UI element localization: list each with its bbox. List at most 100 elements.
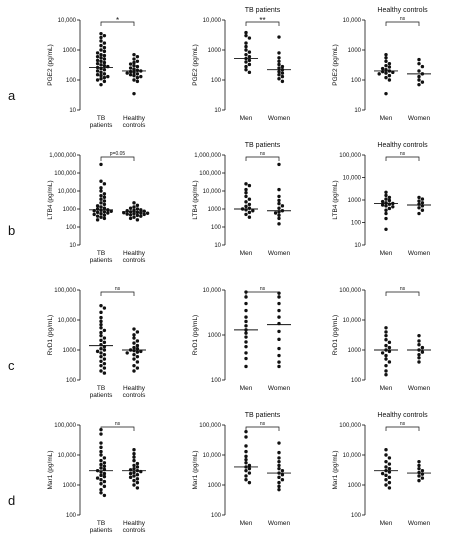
data-point xyxy=(102,474,107,479)
data-point xyxy=(106,74,110,79)
data-point xyxy=(95,214,100,218)
data-point xyxy=(417,211,421,216)
panel-letter: b xyxy=(8,223,15,238)
data-point xyxy=(417,352,421,357)
y-tick-label: 100 xyxy=(66,378,77,384)
data-point xyxy=(132,369,136,373)
data-point xyxy=(417,206,421,210)
data-point xyxy=(132,478,136,483)
data-point xyxy=(277,194,281,199)
data-point xyxy=(102,41,107,45)
data-point xyxy=(384,193,388,198)
data-point xyxy=(99,63,103,67)
data-point xyxy=(102,471,107,476)
data-point xyxy=(244,48,248,52)
data-point xyxy=(384,201,388,205)
panel-row-c: c 100 1000 10,000 100,000 RvD1 (pg/mL) TB patie… xyxy=(8,286,431,399)
data-point xyxy=(387,486,392,490)
data-point xyxy=(102,352,107,357)
data-point xyxy=(277,441,281,445)
data-point xyxy=(277,187,281,192)
data-point xyxy=(417,478,421,483)
data-point xyxy=(244,191,248,195)
x-tick-label: Women xyxy=(408,115,431,122)
y-tick-label: 100 xyxy=(211,378,222,384)
data-point xyxy=(99,39,103,43)
significance-label: ns xyxy=(115,286,121,292)
data-point xyxy=(135,64,140,69)
significance-bracket xyxy=(245,291,280,296)
y-tick-label: 100,000 xyxy=(199,423,221,429)
data-point xyxy=(420,64,425,69)
data-point xyxy=(132,483,136,487)
data-point xyxy=(384,473,388,478)
data-point xyxy=(280,204,285,208)
data-point xyxy=(132,458,136,463)
significance-label: ns xyxy=(400,151,406,157)
data-point xyxy=(102,336,107,340)
data-point xyxy=(135,207,140,211)
data-point xyxy=(387,206,392,211)
data-point xyxy=(99,449,103,454)
data-point xyxy=(417,459,421,464)
data-point xyxy=(277,466,281,471)
data-point xyxy=(384,59,388,64)
data-point xyxy=(244,331,248,335)
y-tick-label: 10,000 xyxy=(343,318,362,324)
chart-b-3: Healthy controls 10 100 1000 10,000 100,000 LT… xyxy=(332,142,431,257)
data-point xyxy=(99,470,103,474)
data-point xyxy=(132,208,136,212)
data-point xyxy=(99,43,103,48)
data-point xyxy=(387,470,392,474)
data-point xyxy=(420,476,425,480)
data-point xyxy=(99,330,103,335)
series-group: TB patients xyxy=(89,303,113,399)
data-point xyxy=(132,455,136,459)
data-point xyxy=(135,75,140,80)
data-point xyxy=(277,35,281,39)
data-point xyxy=(417,360,421,364)
data-point xyxy=(417,333,421,338)
data-point xyxy=(125,351,129,355)
data-point xyxy=(277,56,281,60)
data-point xyxy=(109,209,113,213)
x-tick-label: Healthy controls xyxy=(123,250,147,264)
y-tick-label: 1000 xyxy=(63,207,77,213)
data-point xyxy=(99,319,103,324)
data-point xyxy=(99,310,103,315)
data-point xyxy=(244,204,248,209)
significance-bracket xyxy=(385,21,420,26)
panel-row-a: a 10 100 1000 10,000 PGE2 (pg/mL) TB patients He… xyxy=(8,7,431,129)
data-point xyxy=(132,470,136,475)
y-tick-label: 1000 xyxy=(208,483,222,489)
y-tick-label: 100,000 xyxy=(339,423,361,429)
data-point xyxy=(277,308,281,313)
significance-label: ns xyxy=(400,421,406,427)
series-group: Women xyxy=(267,291,291,392)
data-point xyxy=(132,211,136,216)
data-point xyxy=(384,216,388,221)
x-tick-label: Men xyxy=(380,250,393,257)
data-point xyxy=(247,480,252,485)
data-point xyxy=(384,197,388,201)
data-point xyxy=(95,210,100,215)
data-point xyxy=(135,477,140,481)
y-tick-label: 1,000,000 xyxy=(49,153,76,159)
chart-b-2: TB patients 10 100 1000 10,000 100,000 1,000,0… xyxy=(192,142,291,257)
data-point xyxy=(99,445,103,450)
chart-c-3: 100 1000 10,000 100,000 RvD1 (pg/mL) Men Women… xyxy=(332,286,431,392)
data-point xyxy=(244,308,248,313)
data-point xyxy=(280,71,285,75)
data-point xyxy=(277,213,281,217)
y-tick-label: 100,000 xyxy=(339,288,361,294)
data-point xyxy=(99,35,103,40)
y-tick-label: 10,000 xyxy=(203,288,222,294)
data-point xyxy=(135,461,140,466)
data-point xyxy=(132,78,136,82)
x-tick-label: Women xyxy=(268,115,291,122)
panel-letter: a xyxy=(8,88,16,103)
data-point xyxy=(142,209,146,213)
data-point xyxy=(99,315,103,320)
data-point xyxy=(384,204,388,208)
y-tick-label: 10,000 xyxy=(58,189,77,195)
